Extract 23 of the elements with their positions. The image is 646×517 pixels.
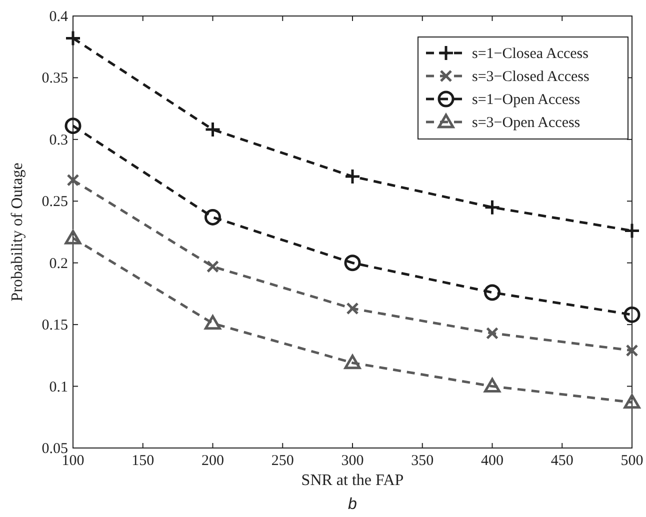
y-axis-title: Probability of Outage [9, 162, 26, 302]
legend-label: s=1−Open Access [472, 92, 580, 108]
x-tick-label: 350 [411, 453, 434, 469]
x-axis-title: SNR at the FAP [301, 472, 404, 489]
y-tick-label: 0.15 [42, 318, 68, 334]
x-tick-label: 150 [132, 453, 154, 469]
legend-label: s=1−Closea Access [472, 46, 589, 62]
x-tick-label: 100 [62, 453, 84, 469]
x-tick-label: 200 [202, 453, 224, 469]
legend-label: s=3−Closed Access [472, 69, 590, 85]
y-tick-label: 0.25 [42, 194, 68, 210]
y-tick-label: 0.3 [49, 132, 68, 148]
x-tick-label: 450 [550, 453, 574, 469]
x-tick-label: 400 [481, 453, 504, 469]
x-tick-label: 500 [620, 453, 644, 469]
y-tick-label: 0.4 [49, 9, 68, 25]
x-tick-label: 250 [271, 453, 294, 469]
text: b [348, 496, 358, 513]
y-tick-label: 0.35 [42, 70, 68, 87]
legend-label: s=3−Open Access [472, 115, 580, 131]
y-tick-label: 0.1 [49, 379, 68, 396]
y-tick-label: 0.2 [49, 256, 68, 272]
x-tick-label: 300 [341, 453, 364, 469]
